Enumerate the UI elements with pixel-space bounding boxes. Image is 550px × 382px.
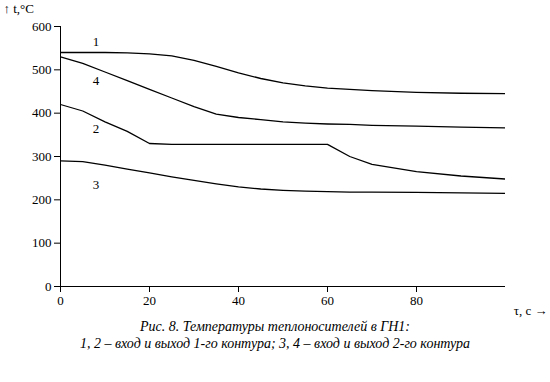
svg-text:200: 200: [32, 192, 52, 207]
html-text:1, 2 – вход и выход 1-го конту: 1, 2 – вход и выход 1-го контура; 3, 4 –…: [79, 336, 471, 351]
svg-text:4: 4: [93, 73, 100, 88]
svg-text:400: 400: [32, 105, 52, 120]
svg-text:600: 600: [32, 19, 52, 34]
svg-text:0: 0: [45, 279, 52, 294]
svg-text:100: 100: [32, 235, 52, 250]
svg-text:0: 0: [57, 293, 64, 308]
svg-text:↑ t,°C: ↑ t,°C: [4, 1, 34, 16]
svg-text:300: 300: [32, 149, 52, 164]
svg-text:τ, с →: τ, с →: [514, 303, 548, 318]
svg-text:2: 2: [93, 120, 100, 135]
svg-text:20: 20: [143, 293, 156, 308]
html-text:Рис. 8. Температуры теплоносит: Рис. 8. Температуры теплоносителей в ГН1…: [140, 319, 410, 334]
svg-text:1: 1: [93, 34, 100, 49]
svg-text:3: 3: [93, 177, 100, 192]
svg-text:500: 500: [32, 62, 52, 77]
svg-text:80: 80: [410, 293, 423, 308]
svg-text:60: 60: [321, 293, 334, 308]
svg-text:40: 40: [232, 293, 245, 308]
